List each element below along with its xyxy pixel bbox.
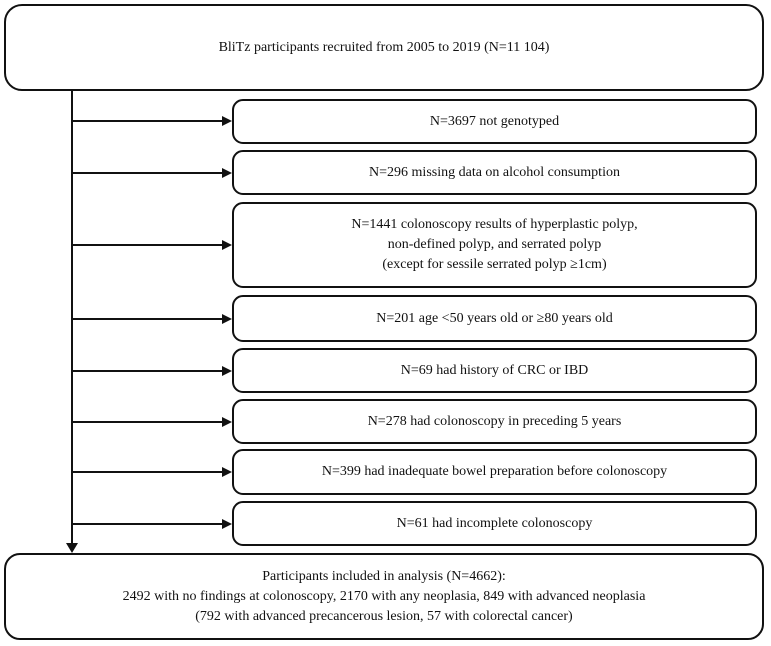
exclusion-text: N=296 missing data on alcohol consumptio… (369, 164, 620, 180)
arrow-to-exclusion-inadequate-bowel-prep (71, 467, 232, 476)
exclusion-box-prior-colonoscopy: N=278 had colonoscopy in preceding 5 yea… (232, 399, 757, 444)
exclusion-text: N=278 had colonoscopy in preceding 5 yea… (367, 413, 622, 429)
arrow-to-exclusion-history-crc-ibd (71, 366, 232, 375)
exclusion-text-line-3: (except for sessile serrated polyp ≥1cm) (382, 257, 607, 272)
exclusion-box-polyp-results: N=1441 colonoscopy results of hyperplast… (232, 202, 757, 288)
exclusion-text: N=69 had history of CRC or IBD (400, 362, 589, 378)
exclusion-text-line-1: N=1441 colonoscopy results of hyperplast… (351, 217, 638, 232)
arrow-to-exclusion-age-out-of-range (71, 314, 232, 323)
exclusion-box-missing-alcohol-data: N=296 missing data on alcohol consumptio… (232, 150, 757, 195)
arrow-to-exclusion-prior-colonoscopy (71, 417, 232, 426)
included-in-analysis-box: Participants included in analysis (N=466… (4, 553, 764, 640)
exclusion-box-age-out-of-range: N=201 age <50 years old or ≥80 years old (232, 295, 757, 342)
exclusion-text: N=61 had incomplete colonoscopy (396, 515, 593, 531)
exclusion-text: N=399 had inadequate bowel preparation b… (321, 464, 668, 479)
recruitment-box: BliTz participants recruited from 2005 t… (4, 4, 764, 91)
exclusion-text-line-2: non-defined polyp, and serrated polyp (387, 237, 602, 252)
exclusion-box-inadequate-bowel-prep: N=399 had inadequate bowel preparation b… (232, 449, 757, 495)
included-text-line-3: (792 with advanced precancerous lesion, … (195, 608, 573, 624)
included-text-line-2: 2492 with no findings at colonoscopy, 21… (122, 588, 646, 604)
arrow-to-exclusion-incomplete-colonoscopy (71, 519, 232, 528)
exclusion-box-history-crc-ibd: N=69 had history of CRC or IBD (232, 348, 757, 393)
recruitment-text: BliTz participants recruited from 2005 t… (218, 39, 550, 55)
exclusion-text: N=201 age <50 years old or ≥80 years old (376, 310, 613, 326)
arrow-to-exclusion-polyp-results (71, 240, 232, 249)
exclusion-box-not-genotyped: N=3697 not genotyped (232, 99, 757, 144)
down-arrowhead-icon (66, 543, 78, 553)
included-text-line-1: Participants included in analysis (N=466… (262, 568, 506, 584)
exclusion-text: N=3697 not genotyped (429, 113, 560, 129)
arrow-to-exclusion-missing-alcohol-data (71, 168, 232, 177)
exclusion-box-incomplete-colonoscopy: N=61 had incomplete colonoscopy (232, 501, 757, 546)
arrow-to-exclusion-not-genotyped (71, 116, 232, 125)
